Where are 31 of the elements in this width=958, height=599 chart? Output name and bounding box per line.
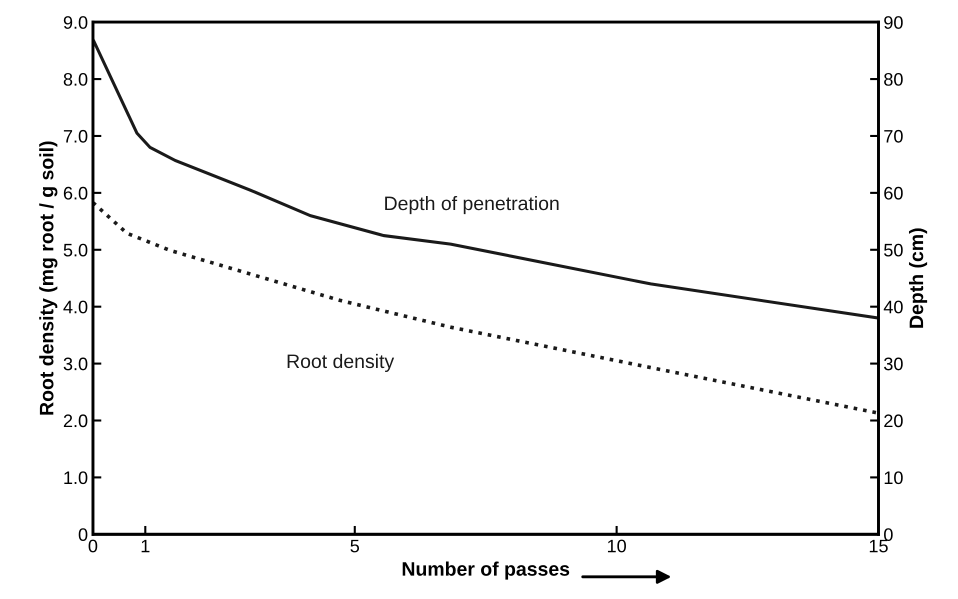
text: Root density	[288, 354, 394, 372]
y2-tick-label: 20	[884, 414, 903, 428]
y2-tick-label: 50	[884, 244, 903, 257]
y2-tick-label: 70	[884, 130, 903, 143]
y2-tick-label: 0	[884, 528, 893, 542]
x-axis-title: Number of passes	[402, 562, 570, 580]
y-tick-label: 0	[78, 528, 88, 542]
y-tick-label: 9.0	[64, 16, 88, 29]
y-tick-label: 3.0	[64, 358, 88, 370]
y-tick-label: 4.0	[63, 300, 88, 314]
y2-tick-label: 10	[884, 471, 903, 484]
x-tick-label: 15	[870, 540, 888, 552]
y2-tick-label: 30	[884, 358, 903, 370]
y2-tick-label: 80	[884, 73, 903, 86]
x-tick-label: 5	[350, 540, 360, 552]
y2-tick-label: 60	[884, 186, 903, 200]
x-tick-label: 10	[608, 540, 626, 552]
y-tick-label: 5.0	[64, 244, 88, 257]
y2-axis-title: Depth (cm)	[908, 228, 928, 328]
x-tick-label: 1	[142, 540, 150, 552]
y-axis-title: Root density (mg root / g soil)	[39, 141, 58, 415]
x-tick-label: 0	[88, 540, 98, 552]
y-tick-label: 8.0	[64, 73, 88, 86]
y2-tick-label: 90	[884, 16, 903, 29]
y-tick-label: 7.0	[64, 130, 88, 143]
y-tick-label: 6.0	[64, 186, 88, 200]
y-tick-label: 2.0	[64, 414, 88, 428]
y-tick-label: 1.0	[64, 471, 88, 484]
series-label: Depth of penetration	[385, 196, 559, 214]
line-series	[92, 38, 878, 320]
y2-tick-label: 40	[884, 300, 903, 314]
